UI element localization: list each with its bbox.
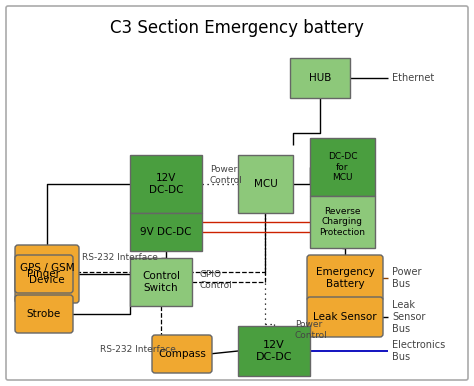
Bar [290,58,350,98]
Text: Reverse
Charging
Protection: Reverse Charging Protection [319,207,365,237]
Text: Leak
Sensor
Bus: Leak Sensor Bus [392,300,425,334]
Text: GPS / GSM
Device: GPS / GSM Device [20,263,74,285]
Text: Compass: Compass [158,349,206,359]
Text: Power
Control: Power Control [295,320,328,340]
Text: Leak Sensor: Leak Sensor [313,312,377,322]
Text: Emergency
Battery: Emergency Battery [316,267,374,289]
Text: Electronics
Bus: Electronics Bus [392,340,445,362]
Text: 9V DC-DC: 9V DC-DC [140,227,192,237]
Bar [310,138,375,196]
Bar [130,213,202,251]
Text: Strobe: Strobe [27,309,61,319]
Text: C3 Section Emergency battery: C3 Section Emergency battery [110,19,364,37]
Bar [130,155,202,213]
Bar [238,326,310,376]
Text: Power
Control: Power Control [210,165,243,185]
FancyBboxPatch shape [307,297,383,337]
FancyBboxPatch shape [15,245,79,303]
FancyBboxPatch shape [307,255,383,301]
Text: DC-DC
for
MCU: DC-DC for MCU [328,152,357,182]
Bar [310,196,375,248]
Text: Pinger: Pinger [27,269,61,279]
FancyBboxPatch shape [15,295,73,333]
Text: Control
Switch: Control Switch [142,271,180,293]
Text: GPIO
Control: GPIO Control [200,270,233,290]
FancyBboxPatch shape [15,255,73,293]
Text: MCU: MCU [254,179,277,189]
Text: Ethernet: Ethernet [392,73,434,83]
FancyBboxPatch shape [6,6,468,380]
Text: Power
Bus: Power Bus [392,267,421,289]
FancyBboxPatch shape [152,335,212,373]
Bar [130,258,192,306]
Text: RS-232 Interface: RS-232 Interface [82,253,158,262]
Text: RS-232 Interface: RS-232 Interface [100,345,176,354]
Text: 12V
DC-DC: 12V DC-DC [149,173,183,195]
Bar [238,155,293,213]
Text: 12V
DC-DC: 12V DC-DC [256,340,292,362]
Text: HUB: HUB [309,73,331,83]
